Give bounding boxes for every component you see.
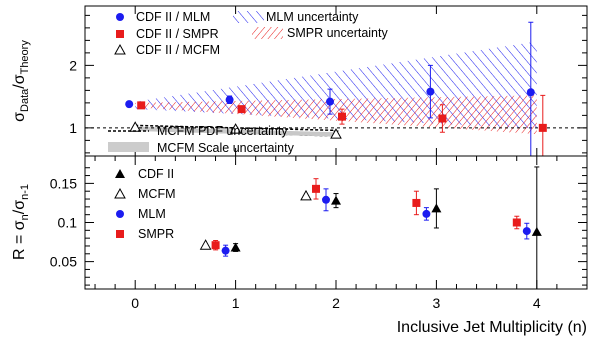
- legend-label-smpr: SMPR: [138, 227, 174, 241]
- legend-label-smpr-uncertainty: SMPR uncertainty: [287, 26, 388, 40]
- cdf-ii-smpr-point: [438, 114, 447, 123]
- legend-label-mlm: MLM: [138, 207, 166, 221]
- cdf-ii-mcfm-point: [229, 123, 242, 134]
- mcfm-point: [199, 239, 212, 250]
- x-tick-label: 1: [232, 295, 240, 311]
- mlm-point: [522, 227, 531, 236]
- lower-axes: 0 1 2 3 4 0.05 0.1 0.15: [50, 156, 587, 311]
- cdf-ii-mlm-point: [526, 88, 535, 97]
- legend-label-cdf-mlm: CDF II / MLM: [136, 10, 210, 24]
- mcfm-point: [300, 189, 312, 201]
- upper-y-tick-label: 2: [69, 57, 77, 73]
- cdf-ii-point: [230, 242, 241, 252]
- cdf-ii-mlm-point: [125, 100, 134, 109]
- upper-y-tick-label: 1: [69, 120, 77, 136]
- upper-axes: 12: [69, 6, 587, 156]
- legend-label-cdf-smpr: CDF II / SMPR: [136, 27, 219, 41]
- legend-marker-mlm: [116, 210, 124, 218]
- upper-y-axis-label: σData/σTheory: [11, 40, 31, 122]
- legend-marker-cdf: [115, 169, 125, 178]
- legend-marker-mcfm: [114, 187, 126, 199]
- band-smpr-uncertainty: [135, 95, 537, 135]
- legend-label-mlm-uncertainty: MLM uncertainty: [266, 10, 359, 24]
- cdf-ii-smpr-point: [137, 101, 146, 110]
- lower-panel: 0 1 2 3 4 0.05 0.1 0.15 R = σn/σn-1 Inclusive J…: [11, 155, 588, 336]
- legend-label-mcfm: MCFM: [138, 187, 176, 201]
- x-tick-label: 3: [433, 295, 441, 311]
- legend-label-mcfm-scale: MCFM Scale uncertainty: [157, 141, 295, 155]
- upper-legend: CDF II / MLM CDF II / SMPR CDF II / MCFM…: [108, 10, 388, 155]
- legend-swatch-mlm-uncertainty: [233, 11, 264, 23]
- legend-marker-cdf-smpr: [116, 30, 124, 38]
- cdf-ii-mlm-point: [225, 95, 234, 104]
- smpr-point: [512, 218, 521, 227]
- x-tick-label: 0: [131, 295, 139, 311]
- legend-marker-smpr: [116, 230, 124, 238]
- mlm-point: [221, 246, 230, 255]
- cdf-ii-smpr-point: [237, 105, 246, 114]
- cdf-ii-smpr-point: [538, 123, 547, 132]
- x-tick-label: 2: [332, 295, 340, 311]
- cdf-ii-mlm-point: [426, 87, 435, 96]
- lower-y-tick-label: 0.05: [50, 254, 77, 270]
- cdf-ii-mcfm-point: [330, 128, 342, 139]
- smpr-point: [312, 184, 320, 193]
- legend-swatch-mcfm-scale: [108, 142, 149, 152]
- mlm-point: [322, 195, 330, 204]
- legend-label-cdf: CDF II: [138, 167, 174, 181]
- cdf-ii-point: [331, 195, 341, 205]
- cdf-ii-point: [531, 226, 542, 236]
- smpr-point: [211, 241, 220, 250]
- lower-y-axis-label: R = σn/σn-1: [11, 184, 31, 260]
- lower-y-tick-label: 0.1: [58, 215, 78, 231]
- legend-marker-cdf-mlm: [116, 13, 124, 21]
- legend-swatch-smpr-uncertainty: [252, 27, 283, 39]
- legend-marker-cdf-mcfm: [114, 43, 126, 55]
- x-tick-label: 4: [533, 295, 541, 311]
- x-axis-label: Inclusive Jet Multiplicity (n): [397, 319, 587, 336]
- mlm-point: [422, 209, 431, 218]
- cdf-ii-point: [431, 203, 442, 213]
- lower-data-points: [199, 166, 542, 289]
- legend-label-cdf-mcfm: CDF II / MCFM: [136, 43, 220, 57]
- lower-legend: CDF II MCFM MLM SMPR: [114, 167, 176, 241]
- upper-panel: 12 σData/σTheory CDF II / MLM CDF II / S…: [11, 5, 588, 157]
- smpr-point: [412, 198, 421, 207]
- lower-y-tick-label: 0.15: [50, 175, 77, 191]
- cdf-ii-mlm-point: [326, 97, 334, 106]
- cdf-ii-smpr-point: [338, 112, 346, 121]
- legend-label-mcfm-pdf: MCFM PDF uncertainty: [157, 124, 288, 138]
- upper-data-points: [125, 21, 547, 156]
